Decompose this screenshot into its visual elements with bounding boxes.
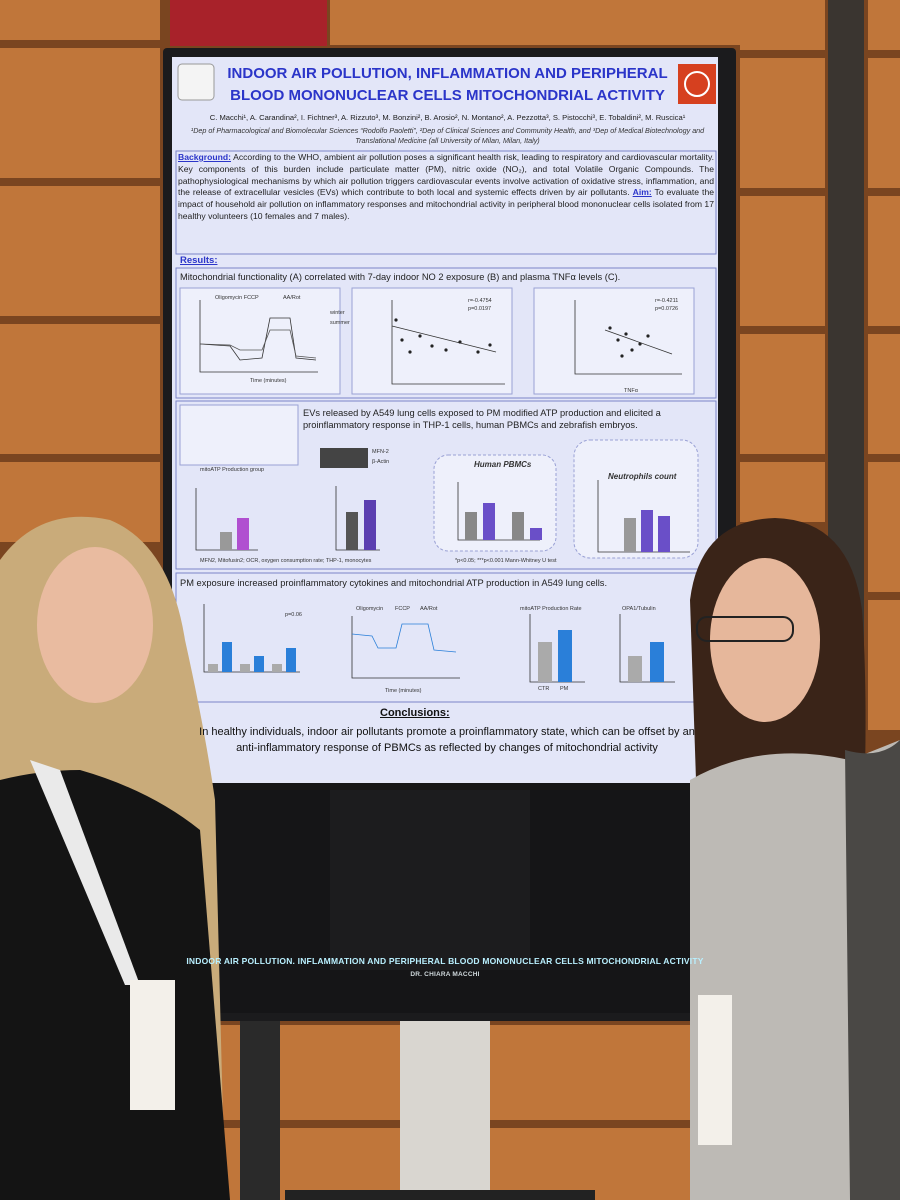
chart-label: Oligomycin <box>356 606 384 612</box>
chart-label: MFN-2 <box>372 449 389 455</box>
chart-label: mitoATP Production group <box>200 467 264 473</box>
chart-label: OPA1/Tubulin <box>622 606 656 612</box>
affiliations: ¹Dep of Pharmacological and Biomolecular… <box>190 126 705 145</box>
lanyard-left <box>30 760 140 985</box>
aim-text: To evaluate the impact of household air … <box>178 187 715 221</box>
badge-right <box>698 995 732 1145</box>
results-heading: Results: <box>180 255 218 266</box>
chart-label: mitoATP Production Rate <box>520 606 582 612</box>
conclusions-heading: Conclusions: <box>380 707 450 719</box>
chart-label: p=0.0197 <box>468 306 492 312</box>
chart-label: FCCP <box>395 606 410 612</box>
authors: C. Macchi¹, A. Carandina², I. Fichtner³,… <box>209 113 686 122</box>
chart-label: PM <box>560 686 569 692</box>
chart-label: Oligomycin FCCP <box>215 295 259 301</box>
section-heading: PM exposure increased proinflammatory cy… <box>180 578 608 588</box>
reflection <box>330 790 530 970</box>
chart-label: AA/Rot <box>283 295 301 301</box>
chart-bars <box>208 448 670 682</box>
badge-left <box>130 980 175 1110</box>
chart-label: p=0.06 <box>285 612 302 618</box>
jacket-left <box>0 770 230 1200</box>
cardigan-dark <box>845 740 900 1200</box>
logo-left <box>177 63 215 101</box>
section-heading: Mitochondrial functionality (A) correlat… <box>180 272 621 282</box>
background-label: Background: <box>178 152 231 162</box>
chart-label: p=0.0726 <box>655 306 679 312</box>
chart-label: summer <box>330 320 350 326</box>
stats-note: *p<0.05; ***p<0.001 Mann-Whitney U test <box>455 558 557 564</box>
chart-label: r=-0.4754 <box>468 298 492 304</box>
chart-label: CTR <box>538 686 550 692</box>
logo-right <box>678 64 716 104</box>
background: Background: According to the WHO, ambien… <box>178 152 714 223</box>
aim-label: Aim: <box>632 187 652 198</box>
chart-label: β-Actin <box>372 459 390 465</box>
chart-label: Neutrophils count <box>608 472 677 481</box>
chart-label: winter <box>330 310 345 316</box>
chart-label: Time (minutes) <box>385 688 422 694</box>
chart-label: TNFα <box>624 388 638 394</box>
section-heading: EVs released by A549 lung cells exposed … <box>303 408 661 430</box>
scatter-dots <box>394 318 650 358</box>
logo-mark <box>684 71 710 97</box>
stand <box>400 1018 490 1200</box>
conclusions: In healthy individuals, indoor air pollu… <box>199 726 695 754</box>
screen-presenter: DR. CHIARA MACCHI <box>410 971 480 978</box>
chart-label: Human PBMCs <box>474 460 532 469</box>
chart-label: r=-0.4211 <box>655 298 679 304</box>
chart-label: Time (minutes) <box>250 378 287 384</box>
stand-base <box>285 1190 595 1200</box>
stand-leg <box>240 1018 280 1200</box>
screen-title: INDOOR AIR POLLUTION. INFLAMMATION AND P… <box>186 956 704 966</box>
sign <box>170 0 327 46</box>
chart-label: AA/Rot <box>420 606 438 612</box>
poster-title: INDOOR AIR POLLUTION, INFLAMMATION AND P… <box>227 65 668 104</box>
face-left <box>37 547 153 703</box>
glasses <box>696 616 794 642</box>
background-text: According to the WHO, ambient air pollut… <box>178 152 714 198</box>
footnote: MFN2, Mitofusin2; OCR, oxygen consumptio… <box>200 558 372 564</box>
